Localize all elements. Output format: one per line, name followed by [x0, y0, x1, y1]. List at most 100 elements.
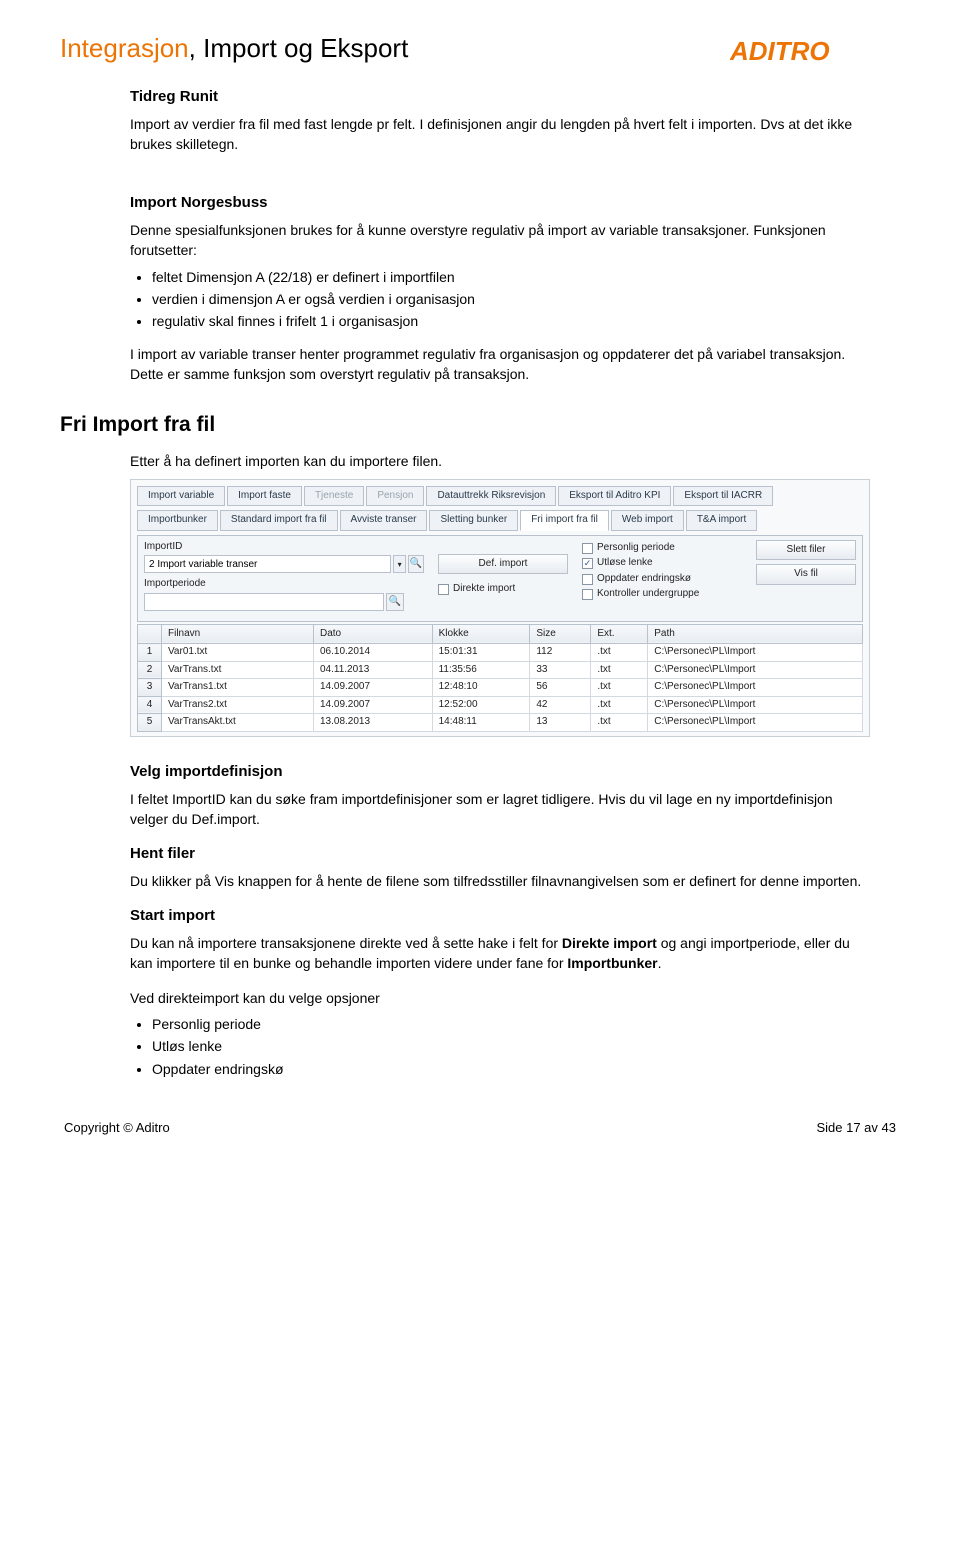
tabs-top: Import variableImport fasteTjenestePensj… — [137, 486, 863, 507]
form-buttons: Slett filer Vis fil — [756, 540, 856, 585]
grid-col-header[interactable]: Dato — [313, 624, 432, 644]
screenshot-panel: Import variableImport fasteTjenestePensj… — [130, 479, 870, 737]
grid-cell: VarTransAkt.txt — [162, 714, 314, 732]
start-bullet: Personlig periode — [152, 1014, 870, 1034]
chk-utlose: Utløse lenke — [597, 556, 653, 571]
tab-sub[interactable]: T&A import — [686, 510, 757, 531]
tab-top[interactable]: Eksport til IACRR — [673, 486, 773, 507]
form-mid: Def. import Direkte import — [438, 540, 568, 598]
table-row[interactable]: 3VarTrans1.txt14.09.200712:48:1056.txtC:… — [138, 679, 863, 697]
importperiode-input[interactable] — [144, 593, 384, 611]
velg-heading: Velg importdefinisjon — [130, 761, 870, 783]
table-row[interactable]: 5VarTransAkt.txt13.08.201314:48:1113.txt… — [138, 714, 863, 732]
page-header: Integrasjon, Import og Eksport ADITRO — [60, 30, 900, 68]
lbl-importid: ImportID — [144, 540, 424, 555]
tab-top[interactable]: Datauttrekk Riksrevisjon — [426, 486, 556, 507]
tab-top[interactable]: Import faste — [227, 486, 302, 507]
tab-sub[interactable]: Web import — [611, 510, 684, 531]
grid-cell: 12:48:10 — [432, 679, 530, 697]
slett-button[interactable]: Slett filer — [756, 540, 856, 561]
start-bullet: Oppdater endringskø — [152, 1059, 870, 1079]
form-area: ImportID ▾ 🔍 Importperiode 🔍 Def. import — [137, 535, 863, 622]
norgesbuss-para1: Denne spesialfunksjonen brukes for å kun… — [130, 220, 870, 261]
checkbox-icon[interactable] — [438, 584, 449, 595]
grid-cell: C:\Personec\PL\Import — [648, 679, 863, 697]
grid-cell: .txt — [591, 644, 648, 662]
grid-cell: .txt — [591, 661, 648, 679]
grid-cell: C:\Personec\PL\Import — [648, 696, 863, 714]
grid-cell: 3 — [138, 679, 162, 697]
friimport-heading: Fri Import fra fil — [60, 410, 900, 440]
visfil-button[interactable]: Vis fil — [756, 564, 856, 585]
form-checks: Personlig periode ✓ Utløse lenke Oppdater… — [582, 540, 742, 603]
grid-cell: 4 — [138, 696, 162, 714]
checkbox-icon[interactable] — [582, 574, 593, 585]
form-left: ImportID ▾ 🔍 Importperiode 🔍 — [144, 540, 424, 615]
velg-para: I feltet ImportID kan du søke fram impor… — [130, 789, 870, 830]
tab-sub[interactable]: Importbunker — [137, 510, 218, 531]
checkbox-icon[interactable] — [582, 543, 593, 554]
grid-cell: 33 — [530, 661, 591, 679]
norgesbuss-bullet: verdien i dimensjon A er også verdien i … — [152, 289, 870, 309]
defimport-button[interactable]: Def. import — [438, 554, 568, 575]
grid-cell: 14.09.2007 — [313, 696, 432, 714]
start-p1e: . — [658, 955, 662, 971]
grid-cell: 56 — [530, 679, 591, 697]
grid-col-header[interactable]: Filnavn — [162, 624, 314, 644]
grid-col-header[interactable] — [138, 624, 162, 644]
grid-cell: VarTrans2.txt — [162, 696, 314, 714]
tidreg-para: Import av verdier fra fil med fast lengd… — [130, 114, 870, 155]
grid-cell: Var01.txt — [162, 644, 314, 662]
chk-kontroller: Kontroller undergruppe — [597, 587, 699, 602]
chk-personlig: Personlig periode — [597, 541, 675, 556]
hent-para: Du klikker på Vis knappen for å hente de… — [130, 871, 870, 891]
norgesbuss-heading: Import Norgesbuss — [130, 192, 870, 214]
tab-sub[interactable]: Avviste transer — [340, 510, 428, 531]
grid-cell: C:\Personec\PL\Import — [648, 714, 863, 732]
grid-col-header[interactable]: Path — [648, 624, 863, 644]
grid-cell: C:\Personec\PL\Import — [648, 661, 863, 679]
grid-cell: 42 — [530, 696, 591, 714]
grid-cell: C:\Personec\PL\Import — [648, 644, 863, 662]
start-para1: Du kan nå importere transaksjonene direk… — [130, 933, 870, 974]
grid-cell: 13.08.2013 — [313, 714, 432, 732]
table-row[interactable]: 2VarTrans.txt04.11.201311:35:5633.txtC:\… — [138, 661, 863, 679]
norgesbuss-bullets: feltet Dimensjon A (22/18) er definert i… — [152, 267, 870, 332]
grid-cell: .txt — [591, 696, 648, 714]
table-row[interactable]: 4VarTrans2.txt14.09.200712:52:0042.txtC:… — [138, 696, 863, 714]
importid-input[interactable] — [144, 555, 391, 573]
tab-top[interactable]: Tjeneste — [304, 486, 364, 507]
tab-sub[interactable]: Standard import fra fil — [220, 510, 338, 531]
checkbox-icon[interactable] — [582, 589, 593, 600]
grid-cell: 112 — [530, 644, 591, 662]
table-row[interactable]: 1Var01.txt06.10.201415:01:31112.txtC:\Pe… — [138, 644, 863, 662]
friimport-intro: Etter å ha definert importen kan du impo… — [130, 451, 870, 471]
grid-col-header[interactable]: Klokke — [432, 624, 530, 644]
search-icon[interactable]: 🔍 — [386, 593, 404, 611]
tab-sub[interactable]: Sletting bunker — [429, 510, 518, 531]
grid-col-header[interactable]: Ext. — [591, 624, 648, 644]
grid-cell: 14:48:11 — [432, 714, 530, 732]
tab-top[interactable]: Eksport til Aditro KPI — [558, 486, 671, 507]
grid-col-header[interactable]: Size — [530, 624, 591, 644]
tabs-sub: ImportbunkerStandard import fra filAvvis… — [137, 510, 863, 531]
tab-sub[interactable]: Fri import fra fil — [520, 510, 609, 531]
grid-cell: 1 — [138, 644, 162, 662]
dropdown-arrow-icon[interactable]: ▾ — [393, 555, 406, 573]
tab-top[interactable]: Import variable — [137, 486, 225, 507]
grid-cell: 13 — [530, 714, 591, 732]
tab-top[interactable]: Pensjon — [366, 486, 424, 507]
norgesbuss-bullet: regulativ skal finnes i frifelt 1 i orga… — [152, 311, 870, 331]
chk-direkte-label: Direkte import — [453, 582, 515, 597]
start-p1a: Du kan nå importere transaksjonene direk… — [130, 935, 562, 951]
footer-copyright: Copyright © Aditro — [64, 1119, 170, 1138]
grid-cell: 04.11.2013 — [313, 661, 432, 679]
title-prefix: Integrasjon — [60, 33, 189, 63]
search-icon[interactable]: 🔍 — [408, 555, 424, 573]
start-heading: Start import — [130, 905, 870, 927]
chk-oppdater: Oppdater endringskø — [597, 572, 691, 587]
file-grid: FilnavnDatoKlokkeSizeExt.Path 1Var01.txt… — [137, 624, 863, 732]
footer-page: Side 17 av 43 — [816, 1119, 896, 1138]
page-footer: Copyright © Aditro Side 17 av 43 — [60, 1119, 900, 1138]
checkbox-icon[interactable]: ✓ — [582, 558, 593, 569]
